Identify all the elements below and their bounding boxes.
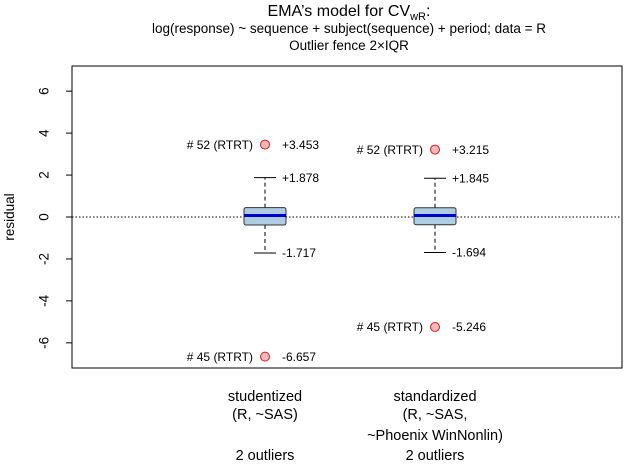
whisker-high-label: +1.878 [282, 171, 319, 185]
category-label-line: ~Phoenix WinNonlin) [367, 428, 503, 444]
y-tick-label: 0 [37, 213, 52, 221]
whisker-low-label: -1.717 [282, 246, 316, 260]
y-tick-label: -2 [37, 253, 52, 265]
chart-title-suffix: : [426, 3, 430, 20]
y-tick-label: -4 [37, 294, 52, 306]
box-group: +1.845 -1.694 # 52 (RTRT) +3.215 # 45 (RTRT)… [357, 143, 490, 334]
box-group: +1.878 -1.717 # 52 (RTRT) +3.453 # 45 (RTRT)… [187, 138, 320, 364]
category-label-line: studentized [228, 389, 302, 405]
chart-title-main: EMA’s model for CV [268, 3, 411, 20]
outlier-id-label: # 52 (RTRT) [357, 143, 423, 157]
chart-subtitle-line-2: Outlier fence 2×IQR [289, 38, 409, 53]
chart-subtitle-line-1: log(response) ~ sequence + subject(seque… [152, 21, 546, 36]
outlier-id-label: # 45 (RTRT) [187, 350, 253, 364]
box-series: +1.878 -1.717 # 52 (RTRT) +3.453 # 45 (RTRT)… [187, 138, 490, 364]
outlier-value-label: -5.246 [452, 320, 486, 334]
category-label-line: (R, ~SAS) [232, 407, 298, 423]
outlier-value-label: -6.657 [282, 350, 316, 364]
y-axis-label: residual [2, 193, 17, 240]
chart-title-subscript: wR [409, 11, 426, 23]
outlier-point [260, 139, 270, 150]
category-label-line: 2 outliers [406, 448, 465, 461]
outlier-value-label: +3.453 [282, 138, 319, 152]
outlier-point [260, 351, 270, 362]
outlier-id-label: # 45 (RTRT) [357, 320, 423, 334]
y-tick-label: 4 [37, 129, 52, 137]
outlier-point [430, 322, 440, 333]
chart-title: EMA’s model for CVwR: [268, 3, 431, 23]
category-label-line: (R, ~SAS, [403, 407, 468, 423]
whisker-high-label: +1.845 [452, 172, 489, 186]
plot-frame [71, 65, 623, 369]
category-label-line: 2 outliers [236, 448, 295, 461]
category-label-line: standardized [393, 389, 476, 405]
outlier-id-label: # 52 (RTRT) [187, 138, 253, 152]
y-tick-label: 6 [37, 87, 52, 95]
y-tick-label: 2 [37, 171, 52, 179]
y-axis: -6 -4 -2 0 2 4 6 [37, 87, 72, 349]
y-tick-label: -6 [37, 337, 52, 349]
category-labels: studentized (R, ~SAS) 2 outliers standardiz… [228, 389, 503, 464]
outlier-point [430, 144, 440, 155]
outlier-value-label: +3.215 [452, 143, 489, 157]
whisker-low-label: -1.694 [452, 246, 486, 260]
